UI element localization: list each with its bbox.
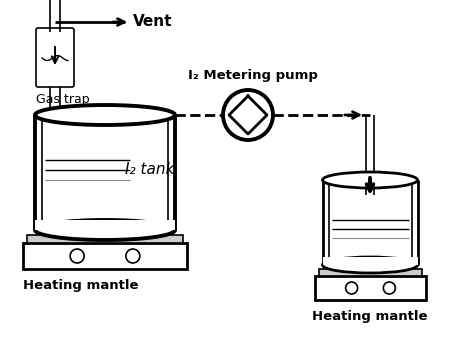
Ellipse shape: [322, 257, 417, 273]
Text: I₂ Metering pump: I₂ Metering pump: [188, 69, 318, 82]
Circle shape: [346, 282, 358, 294]
FancyBboxPatch shape: [323, 257, 418, 265]
Ellipse shape: [35, 220, 175, 240]
Circle shape: [383, 282, 395, 294]
Ellipse shape: [35, 105, 175, 125]
FancyBboxPatch shape: [319, 269, 422, 276]
Ellipse shape: [322, 172, 417, 188]
Text: Gas trap: Gas trap: [36, 93, 90, 106]
Text: Vent: Vent: [133, 14, 173, 30]
FancyBboxPatch shape: [35, 220, 175, 230]
FancyBboxPatch shape: [36, 28, 74, 87]
Text: Heating mantle: Heating mantle: [23, 279, 139, 292]
Circle shape: [70, 249, 84, 263]
FancyBboxPatch shape: [27, 235, 183, 243]
FancyBboxPatch shape: [315, 276, 426, 300]
Circle shape: [126, 249, 140, 263]
Circle shape: [223, 90, 273, 140]
FancyBboxPatch shape: [23, 243, 187, 269]
Text: I₂ tank: I₂ tank: [125, 162, 175, 177]
Text: Heating mantle: Heating mantle: [312, 310, 428, 323]
